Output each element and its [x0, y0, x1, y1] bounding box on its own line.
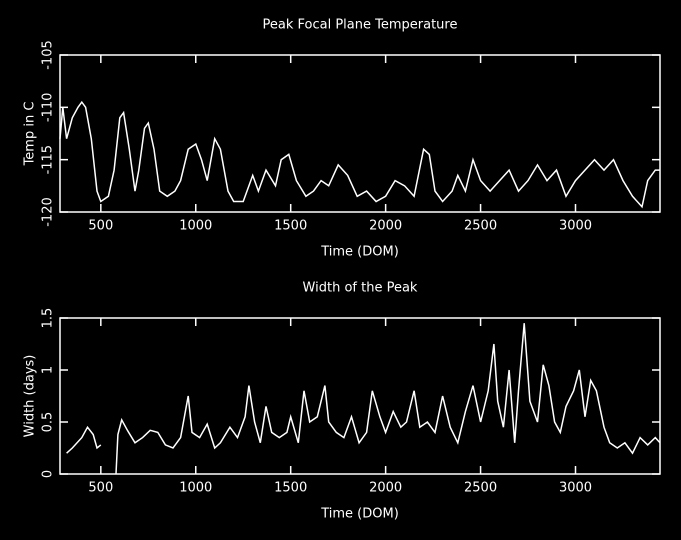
x-tick-label: 2000	[369, 219, 402, 234]
y-axis-label: Width (days)	[23, 355, 38, 438]
data-line	[66, 323, 661, 475]
y-tick-label: 1.5	[41, 308, 56, 329]
x-tick-label: 500	[88, 219, 113, 234]
x-tick-label: 500	[88, 481, 113, 496]
x-tick-label: 2500	[464, 481, 497, 496]
x-axis-label: Time (DOM)	[320, 245, 399, 260]
x-tick-label: 3000	[559, 481, 592, 496]
y-tick-label: 1	[41, 366, 56, 374]
data-line	[59, 100, 660, 209]
y-tick-label: -120	[41, 197, 56, 227]
x-tick-label: 1000	[179, 219, 212, 234]
y-axis-label: Temp in C	[23, 102, 38, 167]
plot-title: Peak Focal Plane Temperature	[263, 18, 458, 33]
x-tick-label: 1500	[274, 219, 307, 234]
y-tick-label: -105	[41, 40, 56, 70]
plot-frame	[59, 317, 661, 475]
plot-title: Width of the Peak	[303, 281, 418, 296]
x-tick-label: 2500	[464, 219, 497, 234]
y-tick-label: -110	[41, 93, 56, 123]
x-tick-label: 3000	[559, 219, 592, 234]
y-tick-label: -115	[41, 145, 56, 175]
y-tick-label: 0.5	[41, 412, 56, 433]
x-axis-label: Time (DOM)	[320, 507, 399, 522]
x-tick-label: 1000	[179, 481, 212, 496]
x-tick-label: 1500	[274, 481, 307, 496]
y-tick-label: 0	[41, 470, 56, 478]
x-tick-label: 2000	[369, 481, 402, 496]
